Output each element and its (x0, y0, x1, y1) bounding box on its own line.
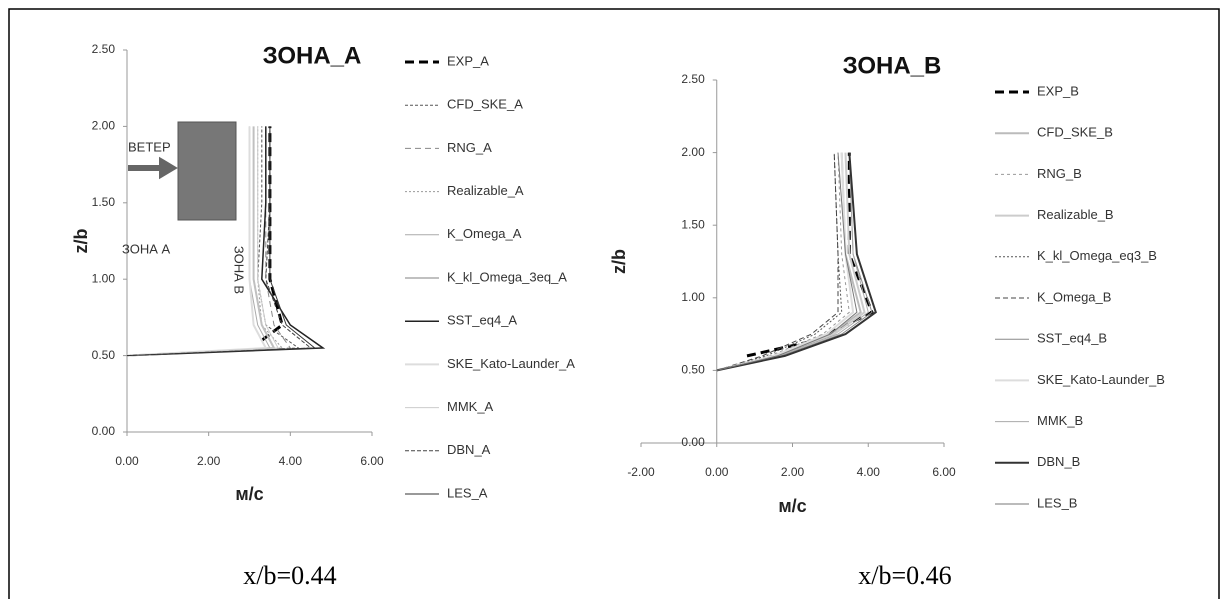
series-line (716, 152, 858, 371)
y-tick-label: 1.00 (681, 290, 705, 304)
caption: x/b=0.46 (858, 561, 951, 590)
y-axis-label: z/b (609, 249, 629, 274)
y-tick-label: 2.00 (681, 145, 705, 159)
series-line (126, 126, 300, 357)
legend-label: K_Omega_A (447, 226, 522, 241)
x-tick-label: 6.00 (932, 465, 956, 479)
series-line (716, 152, 862, 372)
chart-title: ЗОНА_B (843, 52, 942, 79)
caption: x/b=0.44 (243, 561, 336, 590)
legend-label: MMK_A (447, 399, 494, 414)
series-line (716, 152, 839, 371)
annotation: ВЕТЕР (128, 139, 171, 154)
series-line (126, 126, 292, 357)
legend-label: RNG_A (447, 140, 492, 155)
x-tick-label: 6.00 (360, 454, 384, 468)
legend-label: SKE_Kato-Launder_B (1037, 372, 1165, 387)
series-line (716, 152, 855, 372)
x-tick-label: 0.00 (705, 465, 729, 479)
legend-label: DBN_B (1037, 454, 1080, 469)
legend-label: DBN_A (447, 442, 491, 457)
y-tick-label: 0.00 (92, 424, 116, 438)
y-tick-label: 0.50 (681, 363, 705, 377)
series-line (716, 152, 873, 371)
x-axis-label: м/с (235, 484, 263, 504)
frame (8, 8, 1220, 599)
y-tick-label: 0.50 (92, 348, 116, 362)
wind-arrow (128, 156, 178, 180)
legend-label: LES_B (1037, 495, 1077, 510)
y-tick-label: 1.00 (92, 271, 116, 285)
legend-label: K_kl_Omega_3eq_A (447, 269, 567, 284)
x-axis-label: м/с (778, 496, 806, 516)
legend-label: Realizable_A (447, 183, 524, 198)
y-tick-label: 1.50 (92, 195, 116, 209)
legend-label: Realizable_B (1037, 207, 1114, 222)
building (177, 121, 237, 221)
x-tick-label: 0.00 (115, 454, 139, 468)
legend-label: K_kl_Omega_eq3_B (1037, 248, 1157, 263)
legend-label: EXP_B (1037, 83, 1079, 98)
legend-label: SST_eq4_B (1037, 331, 1107, 346)
legend-label: RNG_B (1037, 166, 1082, 181)
legend-label: CFD_SKE_B (1037, 125, 1113, 140)
y-axis-label: z/b (71, 228, 91, 253)
x-tick-label: -2.00 (627, 465, 655, 479)
x-tick-label: 2.00 (197, 454, 221, 468)
legend-label: CFD_SKE_A (447, 97, 523, 112)
legend-label: K_Omega_B (1037, 289, 1111, 304)
x-tick-label: 4.00 (279, 454, 303, 468)
legend-label: EXP_A (447, 53, 489, 68)
legend-label: LES_A (447, 485, 488, 500)
legend-label: SKE_Kato-Launder_A (447, 356, 575, 371)
series-line (126, 126, 317, 357)
chart-title: ЗОНА_A (263, 42, 362, 69)
annotation: ЗОНА В (232, 246, 247, 294)
series-line (716, 152, 850, 371)
series-line (126, 126, 268, 357)
x-tick-label: 2.00 (781, 465, 805, 479)
x-tick-label: 4.00 (857, 465, 881, 479)
y-tick-label: 0.00 (681, 435, 705, 449)
y-tick-label: 2.50 (681, 72, 705, 86)
legend-label: SST_eq4_A (447, 313, 517, 328)
y-tick-label: 1.50 (681, 217, 705, 231)
annotation: ЗОНА А (122, 241, 170, 256)
y-tick-label: 2.50 (92, 42, 116, 56)
y-tick-label: 2.00 (92, 119, 116, 133)
legend-label: MMK_B (1037, 413, 1083, 428)
series-line (716, 152, 877, 372)
series-line (126, 126, 279, 357)
